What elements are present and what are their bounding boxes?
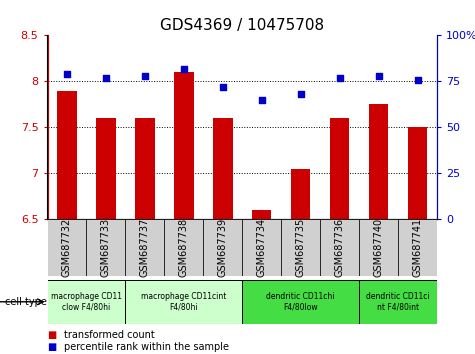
- Point: [414, 77, 421, 82]
- Bar: [125, 219, 164, 276]
- Bar: [369, 104, 389, 219]
- Bar: [252, 210, 271, 219]
- Bar: [291, 169, 311, 219]
- Bar: [359, 219, 398, 276]
- Bar: [330, 118, 349, 219]
- Point: [141, 73, 149, 79]
- Point: [258, 97, 266, 103]
- Text: GSM687738: GSM687738: [179, 218, 189, 278]
- Bar: [174, 72, 193, 219]
- Bar: [242, 219, 281, 276]
- Bar: [281, 219, 320, 276]
- Title: GDS4369 / 10475708: GDS4369 / 10475708: [160, 18, 324, 33]
- Bar: [320, 219, 359, 276]
- Point: [297, 91, 304, 97]
- Bar: [203, 219, 242, 276]
- Bar: [408, 127, 427, 219]
- Text: GSM687737: GSM687737: [140, 218, 150, 278]
- Bar: [96, 118, 116, 219]
- Bar: [57, 91, 76, 219]
- Bar: [125, 280, 242, 324]
- Point: [336, 75, 343, 81]
- Bar: [135, 118, 154, 219]
- Point: [219, 84, 227, 90]
- Bar: [398, 219, 437, 276]
- Text: ■: ■: [48, 330, 57, 339]
- Bar: [86, 219, 125, 276]
- Bar: [213, 118, 232, 219]
- Point: [375, 73, 382, 79]
- Bar: [242, 280, 359, 324]
- Text: GSM687733: GSM687733: [101, 218, 111, 278]
- Text: GSM687740: GSM687740: [373, 218, 384, 278]
- Bar: [48, 219, 86, 276]
- Text: dendritic CD11ci
nt F4/80int: dendritic CD11ci nt F4/80int: [366, 292, 430, 312]
- Text: GSM687732: GSM687732: [62, 218, 72, 278]
- Text: dendritic CD11chi
F4/80low: dendritic CD11chi F4/80low: [266, 292, 335, 312]
- Text: ■: ■: [48, 342, 57, 352]
- Bar: [359, 280, 437, 324]
- Bar: [48, 280, 125, 324]
- Text: GSM687741: GSM687741: [412, 218, 423, 278]
- Text: cell type: cell type: [5, 297, 47, 307]
- Text: GSM687735: GSM687735: [295, 218, 306, 278]
- Text: GSM687739: GSM687739: [218, 218, 228, 278]
- Point: [180, 66, 188, 72]
- Text: transformed count: transformed count: [64, 330, 155, 339]
- Text: macrophage CD11cint
F4/80hi: macrophage CD11cint F4/80hi: [141, 292, 227, 312]
- Text: GSM687736: GSM687736: [334, 218, 345, 278]
- Text: percentile rank within the sample: percentile rank within the sample: [64, 342, 229, 352]
- Point: [63, 71, 71, 77]
- Text: GSM687734: GSM687734: [256, 218, 267, 278]
- Text: macrophage CD11
clow F4/80hi: macrophage CD11 clow F4/80hi: [51, 292, 122, 312]
- Point: [102, 75, 110, 81]
- Bar: [164, 219, 203, 276]
